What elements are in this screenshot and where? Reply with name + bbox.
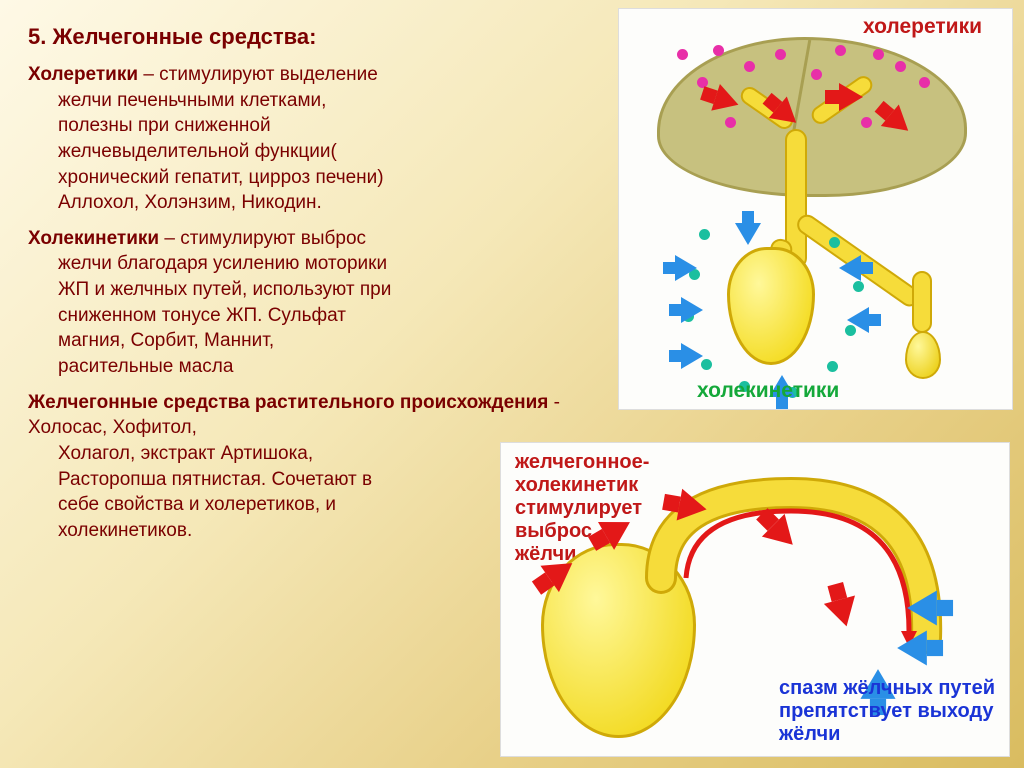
- label-choleretics: холеретики: [863, 15, 982, 39]
- blue-arrow-icon: [681, 297, 703, 323]
- desc-2-3: сниженном тонусе ЖП. Сульфат: [28, 303, 623, 329]
- pink-dot: [835, 45, 846, 56]
- label-spasm-blocks: спазм жёлчных путейпрепятствует выходужё…: [779, 677, 995, 746]
- slide-title: 5. Желчегонные средства:: [28, 24, 623, 50]
- section-cholekinetics: Холекинетики – стимулируют выброс желчи …: [28, 226, 623, 380]
- label-cholekinetics: холекинетики: [697, 379, 839, 403]
- pink-dot: [744, 61, 755, 72]
- term-1: Холеретики: [28, 64, 138, 85]
- bile-drop: [905, 331, 941, 379]
- pink-dot: [873, 49, 884, 60]
- pink-dot: [713, 45, 724, 56]
- pink-dot: [861, 117, 872, 128]
- blue-arrow-icon: [839, 255, 861, 281]
- blue-arrow-icon: [847, 307, 869, 333]
- blue-arrow-icon: [681, 343, 703, 369]
- teal-dot: [699, 229, 710, 240]
- teal-dot: [853, 281, 864, 292]
- desc-2-0: – стимулируют выброс: [159, 228, 366, 249]
- blue-arrow-icon: [907, 590, 937, 625]
- desc-2-1: желчи благодаря усилению моторики: [28, 251, 623, 277]
- term-2: Холекинетики: [28, 228, 159, 249]
- diagram-bile-ejection: желчегонное-холекинетикстимулируетвыброс…: [500, 442, 1010, 757]
- pink-dot: [725, 117, 736, 128]
- red-arrow-icon: [677, 489, 710, 526]
- pink-dot: [919, 77, 930, 88]
- pink-dot: [677, 49, 688, 60]
- desc-1-5: Аллохол, Холэнзим, Никодин.: [28, 190, 623, 216]
- pink-dot: [775, 49, 786, 60]
- gallbladder-shape: [727, 247, 815, 365]
- blue-arrow-icon: [897, 630, 927, 665]
- bile-duct-terminal: [912, 271, 932, 333]
- desc-1-4: хронический гепатит, цирроз печени): [28, 165, 623, 191]
- term-3: Желчегонные средства растительного проис…: [28, 392, 548, 413]
- blue-arrow-icon: [735, 223, 761, 245]
- section-choleretics: Холеретики – стимулируют выделение желчи…: [28, 62, 623, 216]
- blue-arrow-icon: [675, 255, 697, 281]
- diagram-liver-gallbladder: холеретики холекинетики: [618, 8, 1013, 410]
- desc-2-4: магния, Сорбит, Маннит,: [28, 328, 623, 354]
- desc-1-0: – стимулируют выделение: [138, 64, 378, 85]
- desc-2-5: расительные масла: [28, 354, 623, 380]
- desc-1-1: желчи печеньчными клетками,: [28, 88, 623, 114]
- desc-1-2: полезны при сниженной: [28, 113, 623, 139]
- red-arrow-icon: [839, 83, 863, 111]
- teal-dot: [829, 237, 840, 248]
- pink-dot: [811, 69, 822, 80]
- teal-dot: [827, 361, 838, 372]
- desc-2-2: ЖП и желчных путей, используют при: [28, 277, 623, 303]
- pink-dot: [895, 61, 906, 72]
- desc-1-3: желчевыделительной функции(: [28, 139, 623, 165]
